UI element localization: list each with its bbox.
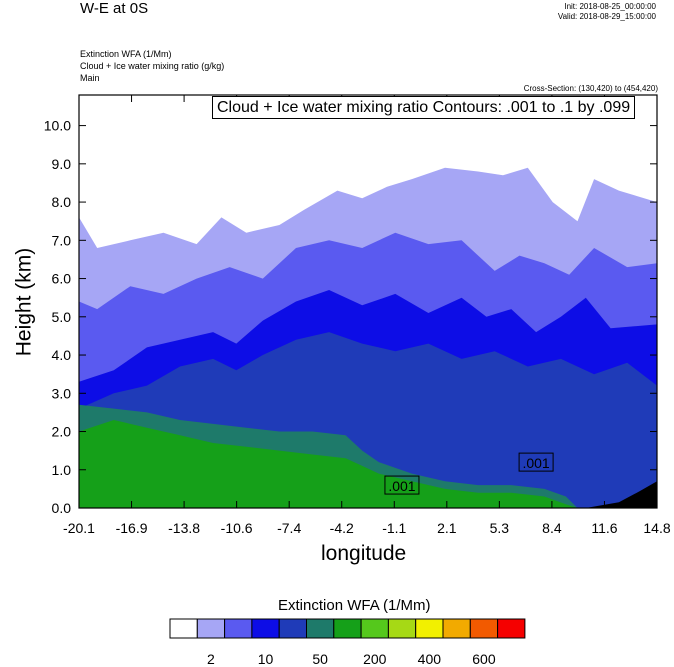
contour-label-box-0 [384, 475, 420, 495]
y-tick-label: 9.0 [52, 156, 72, 172]
x-tick-label: -7.4 [277, 520, 301, 536]
y-tick-label: 4.0 [52, 347, 72, 363]
terrain-shape [585, 481, 657, 508]
contour-info-box: Cloud + Ice water mixing ratio Contours:… [212, 96, 636, 119]
colorbar-label: 600 [472, 651, 496, 667]
y-tick-label: 8.0 [52, 194, 72, 210]
y-tick-label: 1.0 [52, 462, 72, 478]
variable-main: Main [80, 73, 100, 83]
valid-time: Valid: 2018-08-29_15:00:00 [557, 12, 656, 21]
x-tick-label: -20.1 [63, 520, 95, 536]
colorbar-label: 400 [418, 651, 442, 667]
x-tick-label: 8.4 [542, 520, 562, 536]
x-tick-label: 14.8 [643, 520, 670, 536]
colorbar-swatch-5 [306, 618, 335, 639]
cross-section-label: Cross-Section: (130,420) to (454,420) [523, 84, 658, 93]
colorbar-swatch-10 [442, 618, 471, 639]
x-tick-label: -16.9 [116, 520, 148, 536]
extinction-layer-600 [79, 420, 657, 508]
colorbar-swatch-6 [333, 618, 362, 639]
colorbar-swatch-9 [415, 618, 444, 639]
y-tick-label: 10.0 [44, 118, 71, 134]
y-tick-label: 3.0 [52, 385, 72, 401]
init-time: Init: 2018-08-25_00:00:00 [564, 2, 656, 11]
x-axis-label: longitude [321, 542, 407, 565]
variable-cloud-ice: Cloud + Ice water mixing ratio (g/kg) [80, 61, 225, 71]
colorbar-label: 200 [363, 651, 387, 667]
y-tick-label: 0.0 [52, 500, 72, 516]
x-tick-label: 11.6 [591, 520, 617, 536]
variable-extinction: Extinction WFA (1/Mm) [80, 49, 172, 59]
x-tick-label: 2.1 [437, 520, 457, 536]
x-tick-label: -10.6 [221, 520, 253, 536]
plot-title: W-E at 0S [80, 0, 149, 17]
colorbar-label: 50 [312, 651, 328, 667]
y-axis-label: Height (km) [12, 247, 36, 357]
colorbar-label: 2 [207, 651, 215, 667]
contour-label-box-1 [518, 452, 554, 472]
colorbar-swatch-8 [387, 618, 417, 639]
contour-label-1: .001 [522, 455, 549, 471]
y-tick-label: 5.0 [52, 309, 72, 325]
colorbar-swatch-7 [360, 618, 389, 639]
plot-frame [78, 94, 658, 509]
y-tick-label: 7.0 [52, 232, 72, 248]
contour-label-0: .001 [388, 478, 415, 494]
y-tick-label: 6.0 [52, 271, 72, 287]
colorbar-swatch-2 [224, 618, 253, 639]
colorbar-swatch-3 [251, 618, 280, 639]
y-tick-label: 2.0 [52, 424, 72, 440]
x-tick-label: -1.1 [382, 520, 406, 536]
colorbar-swatch-0 [169, 618, 198, 639]
colorbar-swatch-11 [469, 618, 499, 639]
x-tick-label: -13.8 [168, 520, 200, 536]
x-tick-label: -4.2 [330, 520, 354, 536]
colorbar-label: 10 [258, 651, 274, 667]
colorbar-swatch-4 [278, 618, 308, 639]
colorbar-swatch-12 [497, 618, 526, 639]
x-tick-label: 5.3 [490, 520, 510, 536]
colorbar-title: Extinction WFA (1/Mm) [278, 597, 431, 614]
colorbar-swatch-1 [196, 618, 226, 639]
